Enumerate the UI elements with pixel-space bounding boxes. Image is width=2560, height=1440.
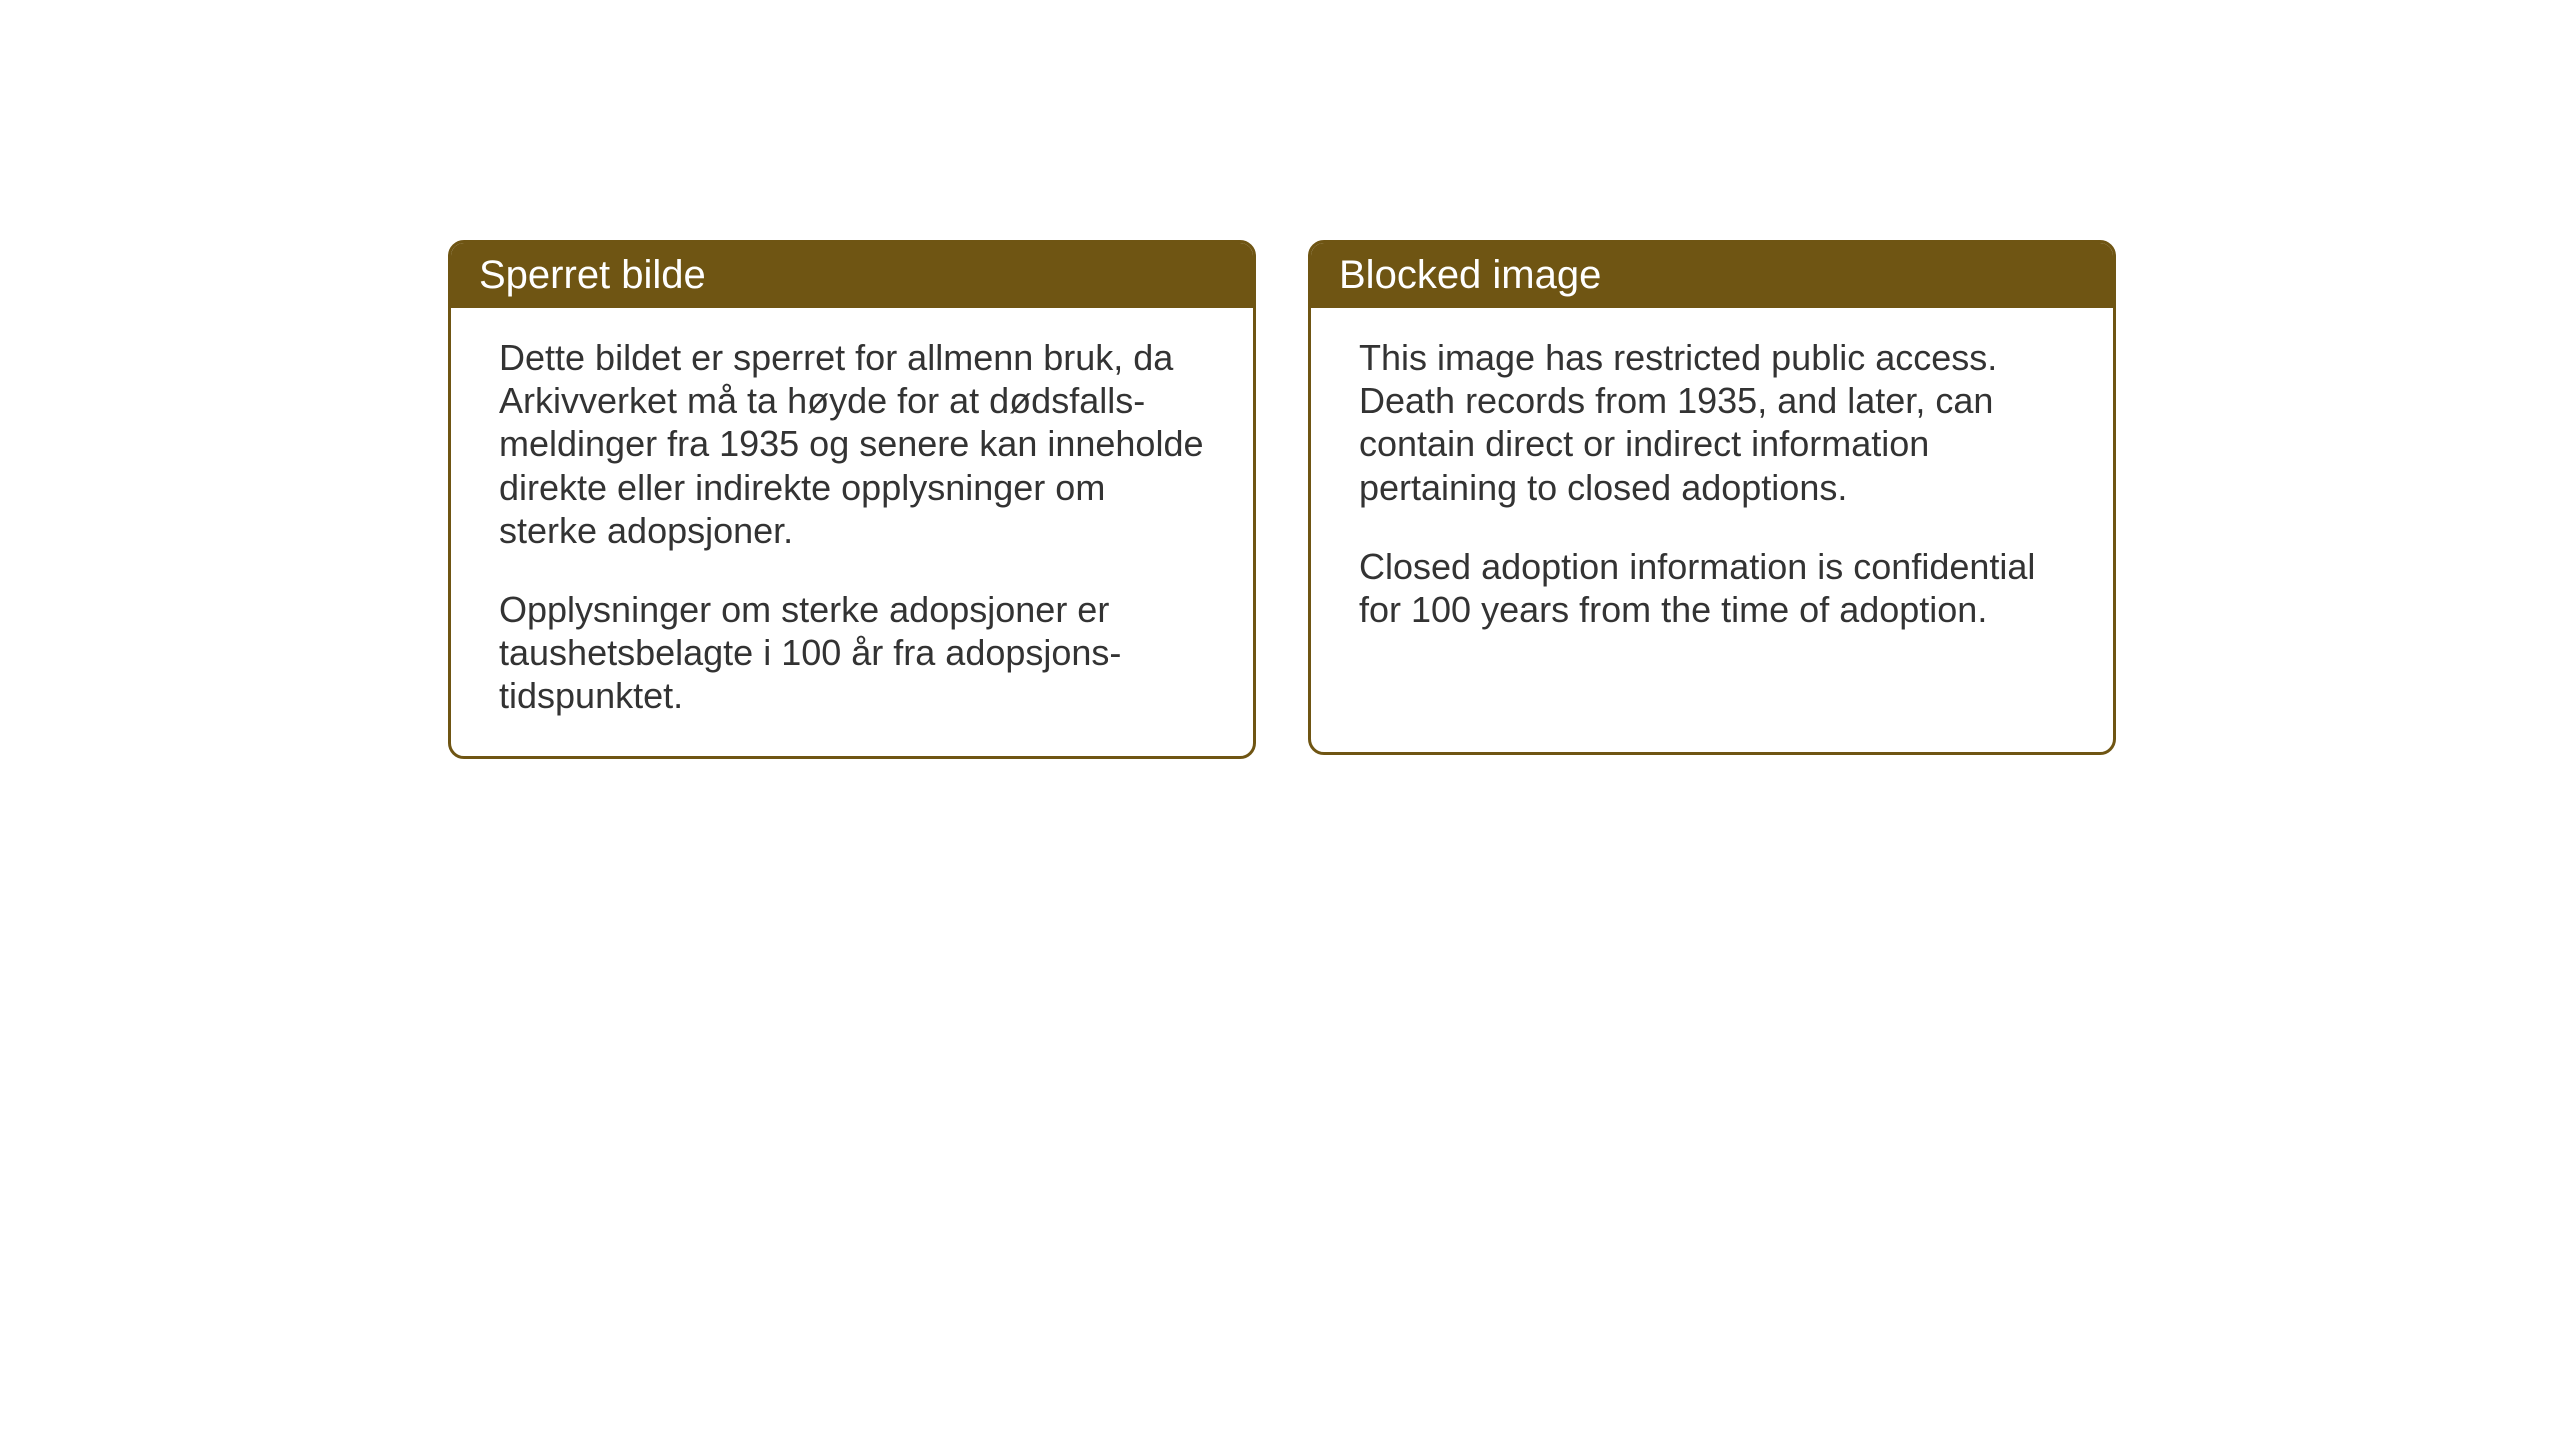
notice-header-english: Blocked image [1311,243,2113,308]
notice-paragraph-2-english: Closed adoption information is confident… [1359,545,2065,631]
notice-box-norwegian: Sperret bilde Dette bildet er sperret fo… [448,240,1256,759]
notice-box-english: Blocked image This image has restricted … [1308,240,2116,755]
notice-paragraph-1-english: This image has restricted public access.… [1359,336,2065,509]
notice-paragraph-1-norwegian: Dette bildet er sperret for allmenn bruk… [499,336,1205,552]
notice-body-norwegian: Dette bildet er sperret for allmenn bruk… [451,308,1253,756]
notice-header-norwegian: Sperret bilde [451,243,1253,308]
notice-body-english: This image has restricted public access.… [1311,308,2113,669]
notice-title-norwegian: Sperret bilde [479,253,706,297]
notice-paragraph-2-norwegian: Opplysninger om sterke adopsjoner er tau… [499,588,1205,718]
notice-container: Sperret bilde Dette bildet er sperret fo… [448,240,2116,759]
notice-title-english: Blocked image [1339,253,1601,297]
